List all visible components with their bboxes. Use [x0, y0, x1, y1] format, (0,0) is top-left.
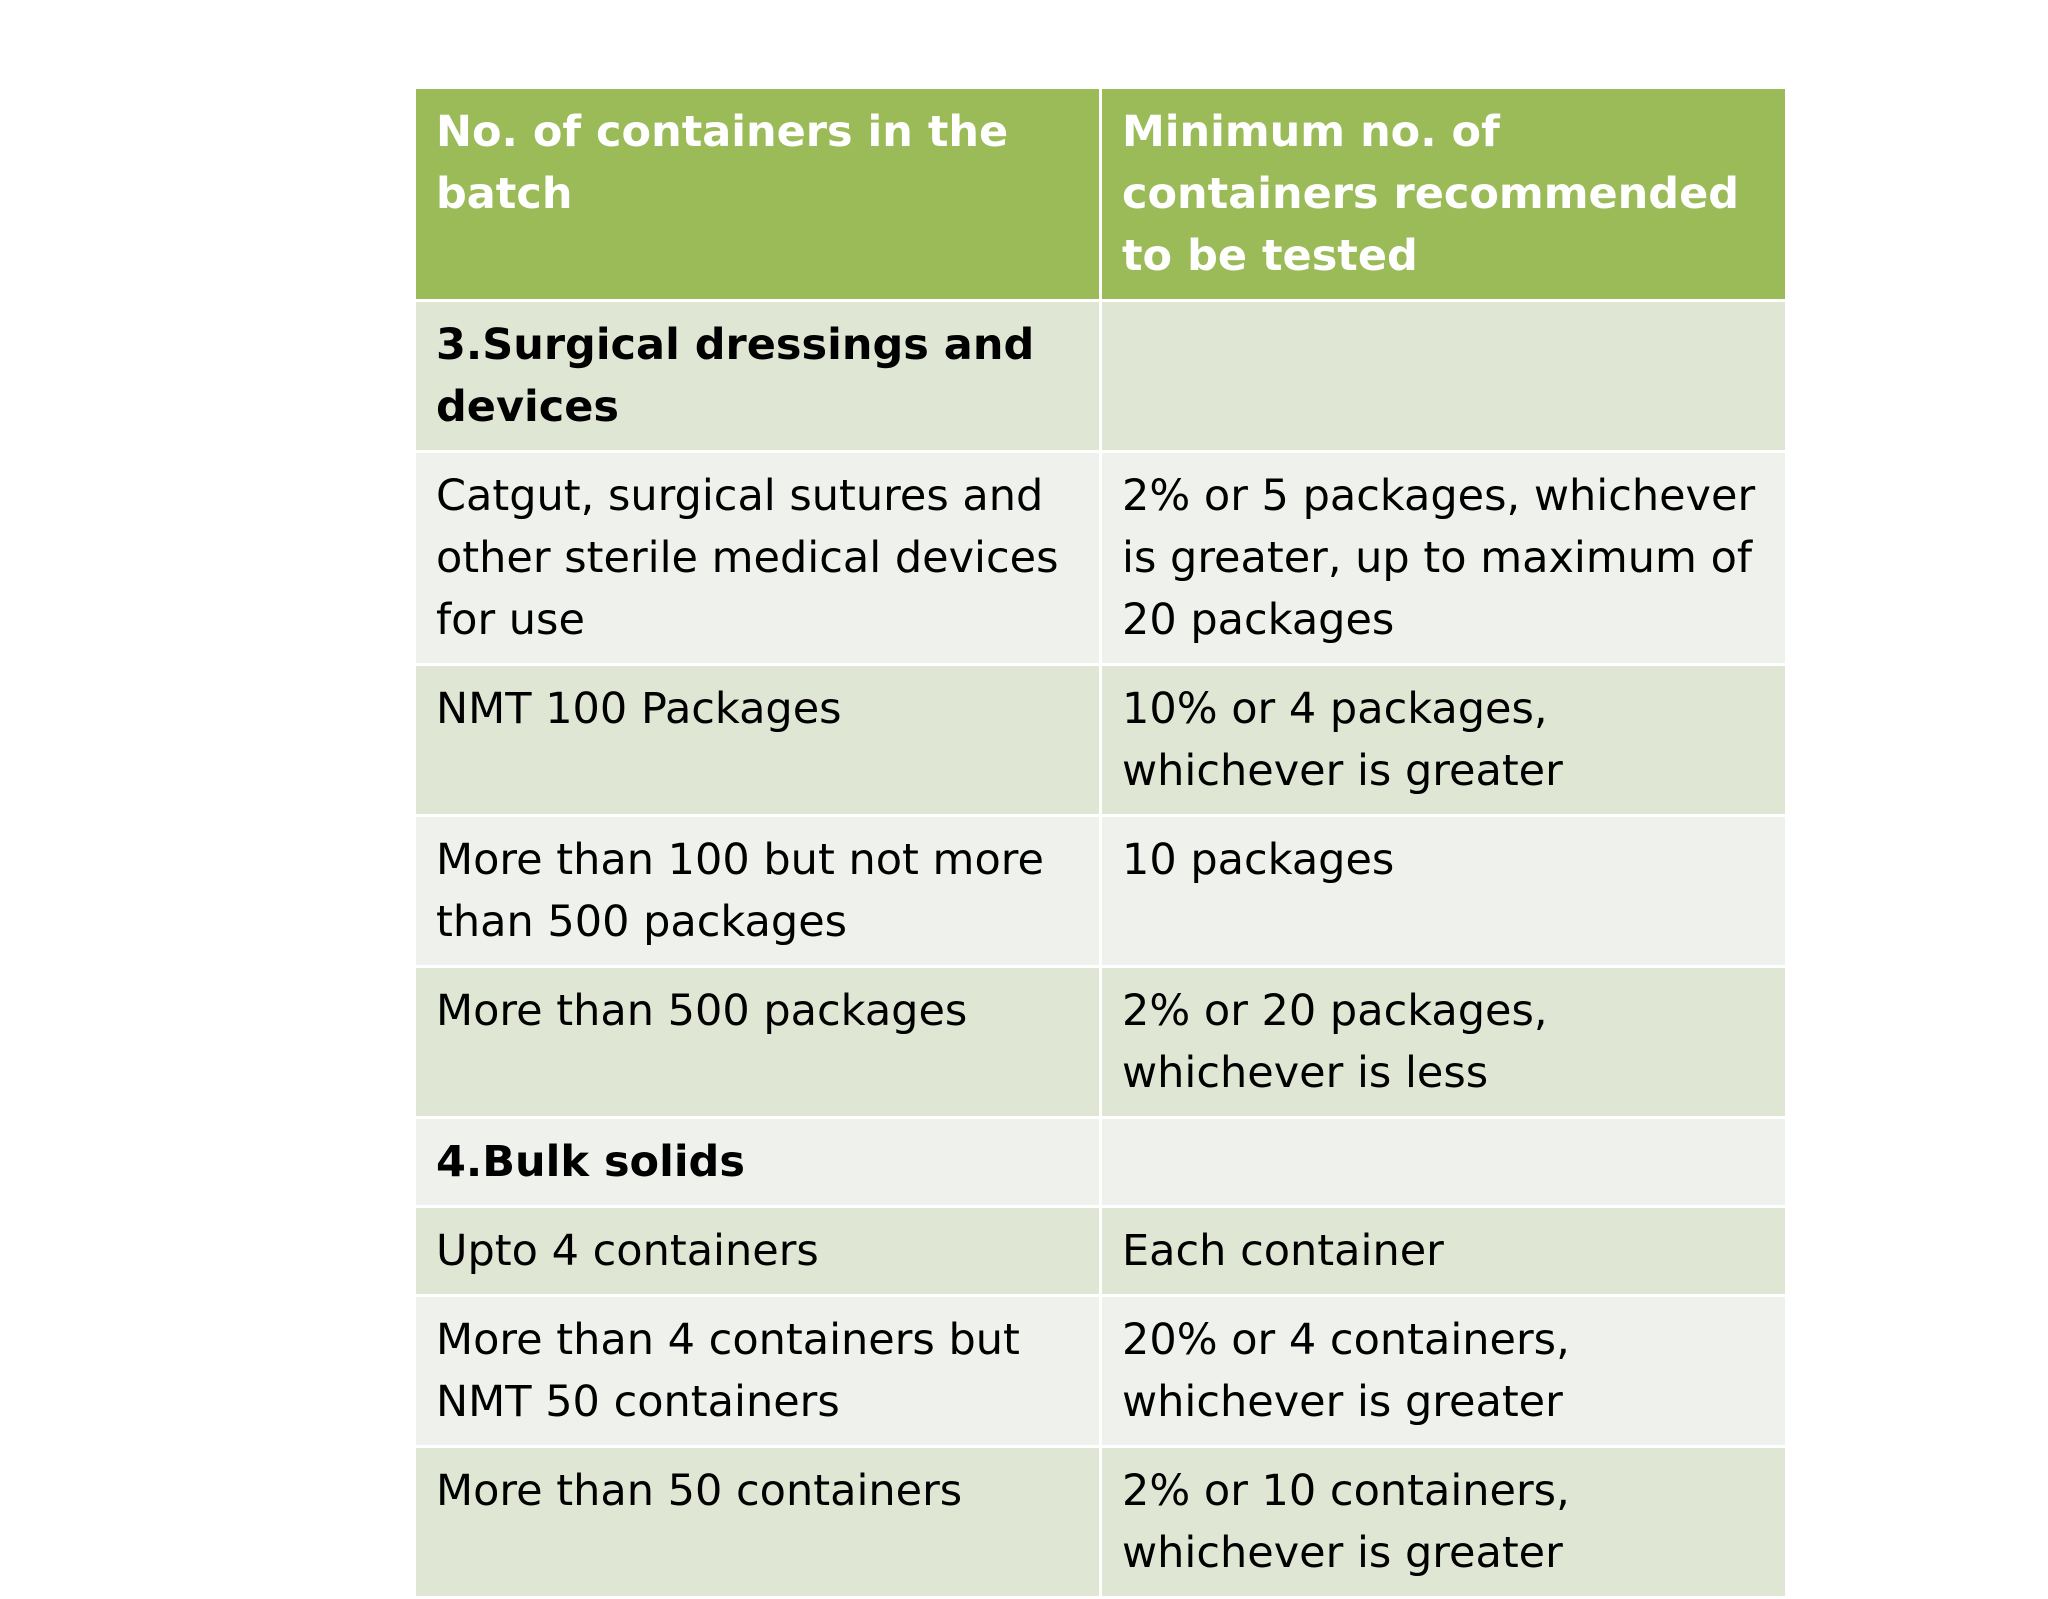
table-cell: 10% or 4 packages, whichever is greater — [1099, 663, 1788, 817]
table-cell: 2% or 20 packages, whichever is less — [1099, 965, 1788, 1119]
section-title: 4.Bulk solids — [413, 1116, 1102, 1208]
header-min-tested: Minimum no. of containers recommended to… — [1099, 86, 1788, 302]
table-cell: More than 100 but not more than 500 pack… — [413, 814, 1102, 968]
table-row: NMT 100 Packages 10% or 4 packages, whic… — [413, 663, 1788, 817]
table-cell: 10 packages — [1099, 814, 1788, 968]
header-row: No. of containers in the batch Minimum n… — [413, 86, 1788, 302]
table-row: Catgut, surgical sutures and other steri… — [413, 450, 1788, 666]
table-cell: Each container — [1099, 1205, 1788, 1297]
table-cell: Upto 4 containers — [413, 1205, 1102, 1297]
table-row: More than 100 but not more than 500 pack… — [413, 814, 1788, 968]
table-row: More than 50 containers 2% or 10 contain… — [413, 1445, 1788, 1599]
table-cell — [1099, 299, 1788, 453]
table-row: More than 500 packages 2% or 20 packages… — [413, 965, 1788, 1119]
table-row: More than 4 containers but NMT 50 contai… — [413, 1294, 1788, 1448]
section-title: 3.Surgical dressings and devices — [413, 299, 1102, 453]
table-row: Upto 4 containers Each container — [413, 1205, 1788, 1297]
table-cell: More than 4 containers but NMT 50 contai… — [413, 1294, 1102, 1448]
sampling-table: No. of containers in the batch Minimum n… — [413, 86, 1788, 1599]
table-cell: More than 50 containers — [413, 1445, 1102, 1599]
table-cell: 20% or 4 containers, whichever is greate… — [1099, 1294, 1788, 1448]
section-row: 3.Surgical dressings and devices — [413, 299, 1788, 453]
table-cell: NMT 100 Packages — [413, 663, 1102, 817]
table-cell: Catgut, surgical sutures and other steri… — [413, 450, 1102, 666]
section-row: 4.Bulk solids — [413, 1116, 1788, 1208]
table-cell: 2% or 10 containers, whichever is greate… — [1099, 1445, 1788, 1599]
table-cell: More than 500 packages — [413, 965, 1102, 1119]
header-batch-size: No. of containers in the batch — [413, 86, 1102, 302]
table-cell — [1099, 1116, 1788, 1208]
table-cell: 2% or 5 packages, whichever is greater, … — [1099, 450, 1788, 666]
